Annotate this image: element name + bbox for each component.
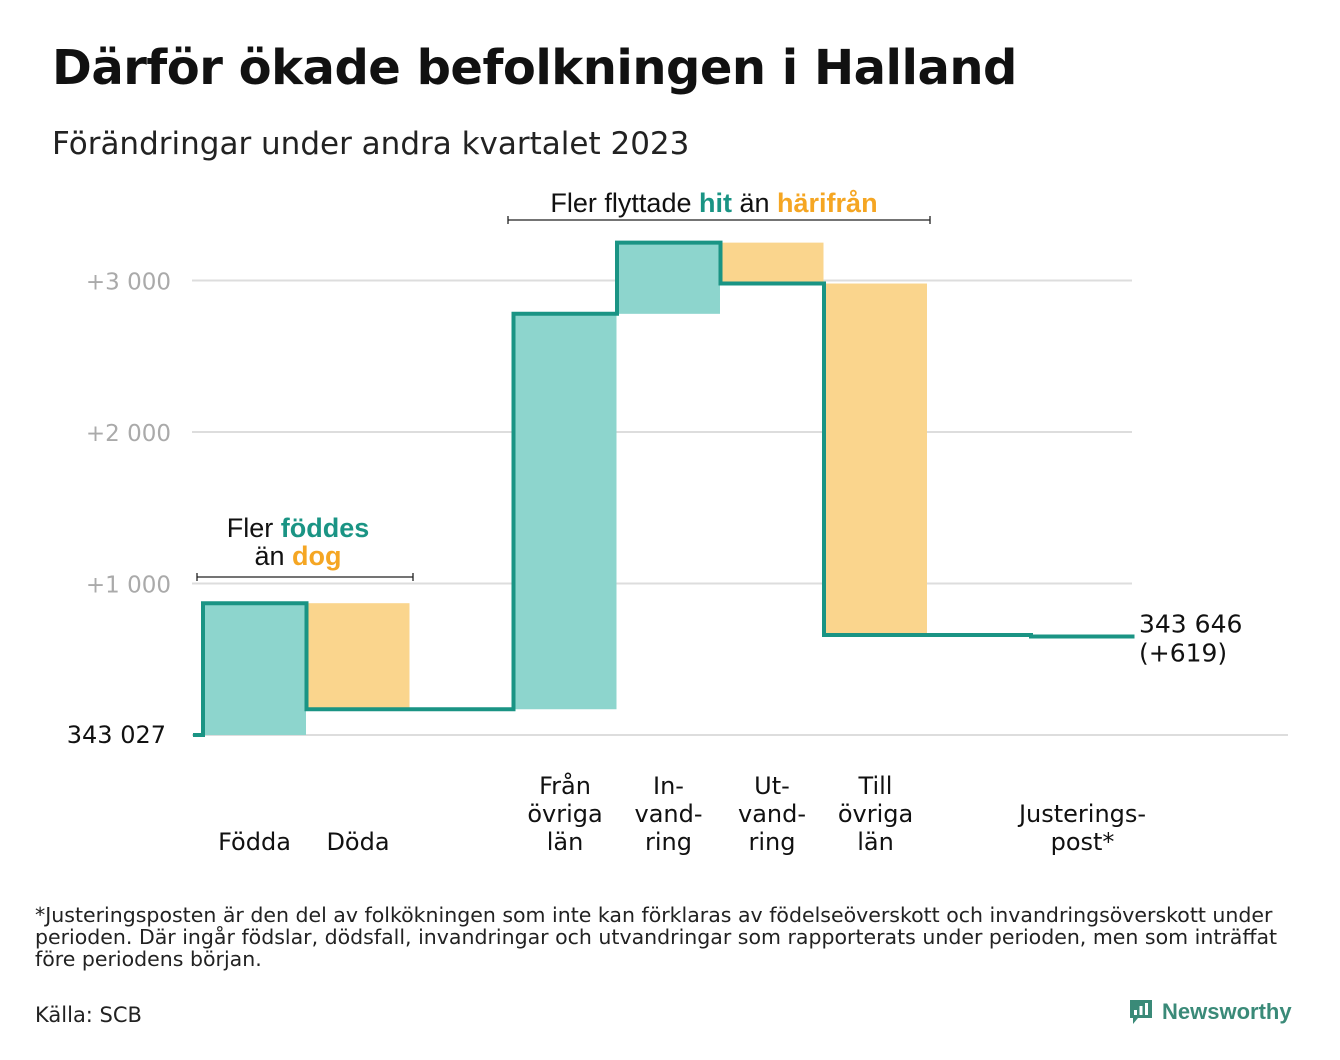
annotation-moved-text: Fler flyttade [550, 188, 699, 218]
chart-title: Därför ökade befolkningen i Halland [52, 40, 1017, 96]
end-change-label: (+619) [1139, 639, 1227, 668]
annotation-born-highlight: föddes [281, 513, 370, 543]
annotation-moved-highlight-harifran: härifrån [777, 188, 878, 218]
start-value-label: 343 027 [67, 721, 166, 749]
footnote: *Justeringsposten är den del av folkökni… [35, 903, 1278, 971]
category-label: län [547, 828, 584, 856]
category-label: Justerings- [1017, 800, 1146, 828]
annotation-born-highlight2: dog [292, 541, 341, 571]
cumulative-step-line [193, 240, 1135, 737]
annotation-moved: Fler flyttade hit än härifrån [550, 188, 877, 218]
chart-subtitle: Förändringar under andra kvartalet 2023 [52, 126, 690, 162]
category-label: Från [539, 771, 591, 800]
category-label: övriga [527, 800, 602, 828]
bar-decrease [720, 242, 824, 284]
category-label: Döda [326, 828, 389, 856]
annotation-born-text: Fler [227, 513, 281, 543]
category-label: In- [653, 772, 684, 800]
category-label: ring [749, 828, 796, 856]
annotation-born-bracket [196, 573, 414, 581]
bar-increase [617, 242, 720, 314]
category-label: ring [645, 828, 692, 856]
newsworthy-logo-icon [1130, 1000, 1152, 1024]
category-label: Ut- [754, 772, 790, 800]
category-label: Till [858, 772, 893, 800]
bar-increase [203, 603, 306, 735]
brand-logo[interactable]: Newsworthy [1128, 998, 1292, 1026]
annotation-moved-text-mid: än [732, 188, 777, 218]
annotation-born-text2: än [254, 541, 292, 571]
y-tick-label: +1 000 [86, 573, 171, 599]
category-label: övriga [838, 800, 913, 828]
category-label: post* [1051, 828, 1115, 856]
category-label: Födda [218, 828, 291, 856]
y-tick-label: +2 000 [86, 421, 171, 447]
source-label: Källa: SCB [35, 1003, 142, 1027]
bar-increase [513, 313, 617, 710]
bar-decrease [306, 603, 410, 710]
category-label: län [857, 828, 894, 856]
category-label: vand- [634, 800, 702, 828]
annotation-born-line2: än dog [254, 541, 341, 571]
annotation-moved-highlight-hit: hit [699, 188, 732, 218]
category-label: vand- [738, 800, 806, 828]
brand-name: Newsworthy [1162, 999, 1292, 1024]
bar-decrease [824, 283, 927, 636]
end-value-label: 343 646 [1139, 610, 1242, 639]
annotation-moved-bracket [507, 216, 931, 224]
annotation-born-line1: Fler föddes [227, 513, 370, 543]
y-tick-label: +3 000 [86, 270, 171, 296]
